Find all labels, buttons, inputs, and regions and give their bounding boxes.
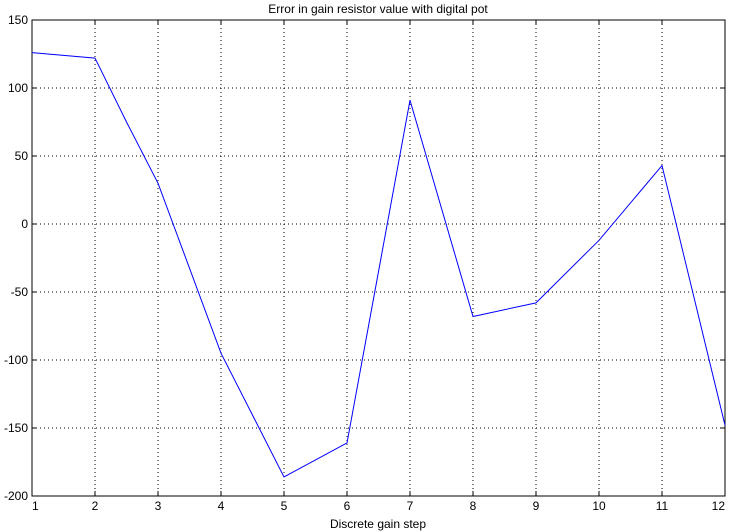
x-tick-label: 10: [592, 499, 606, 513]
y-tick-label: -50: [11, 285, 29, 299]
x-axis-label: Discrete gain step: [330, 517, 426, 531]
x-tick-label: 5: [281, 499, 288, 513]
y-tick-label: -200: [4, 489, 28, 503]
x-tick-label: 2: [92, 499, 99, 513]
x-tick-label: 1: [32, 499, 39, 513]
x-tick-label: 12: [712, 499, 726, 513]
y-tick-label: -150: [4, 421, 28, 435]
y-tick-label: 100: [8, 81, 28, 95]
x-tick-label: 4: [218, 499, 225, 513]
y-tick-label: 0: [21, 217, 28, 231]
x-tick-label: 3: [155, 499, 162, 513]
plot-frame: [31, 19, 726, 497]
x-ticks: 1 2 3 4 5 6 7 8 9 10 11 12: [31, 20, 726, 513]
y-tick-label: -100: [4, 353, 28, 367]
y-tick-label: 150: [8, 13, 28, 27]
x-tick-label: 11: [656, 499, 669, 513]
chart-title: Error in gain resistor value with digita…: [268, 2, 488, 16]
grid: [32, 20, 725, 496]
x-tick-label: 8: [470, 499, 477, 513]
x-tick-label: 6: [344, 499, 351, 513]
y-ticks: 150 100 50 0 -50 -100 -150 -200: [4, 13, 725, 503]
series-line: [31, 52, 726, 478]
x-tick-label: 9: [533, 499, 540, 513]
x-tick-label: 7: [407, 499, 414, 513]
y-tick-label: 50: [15, 149, 29, 163]
